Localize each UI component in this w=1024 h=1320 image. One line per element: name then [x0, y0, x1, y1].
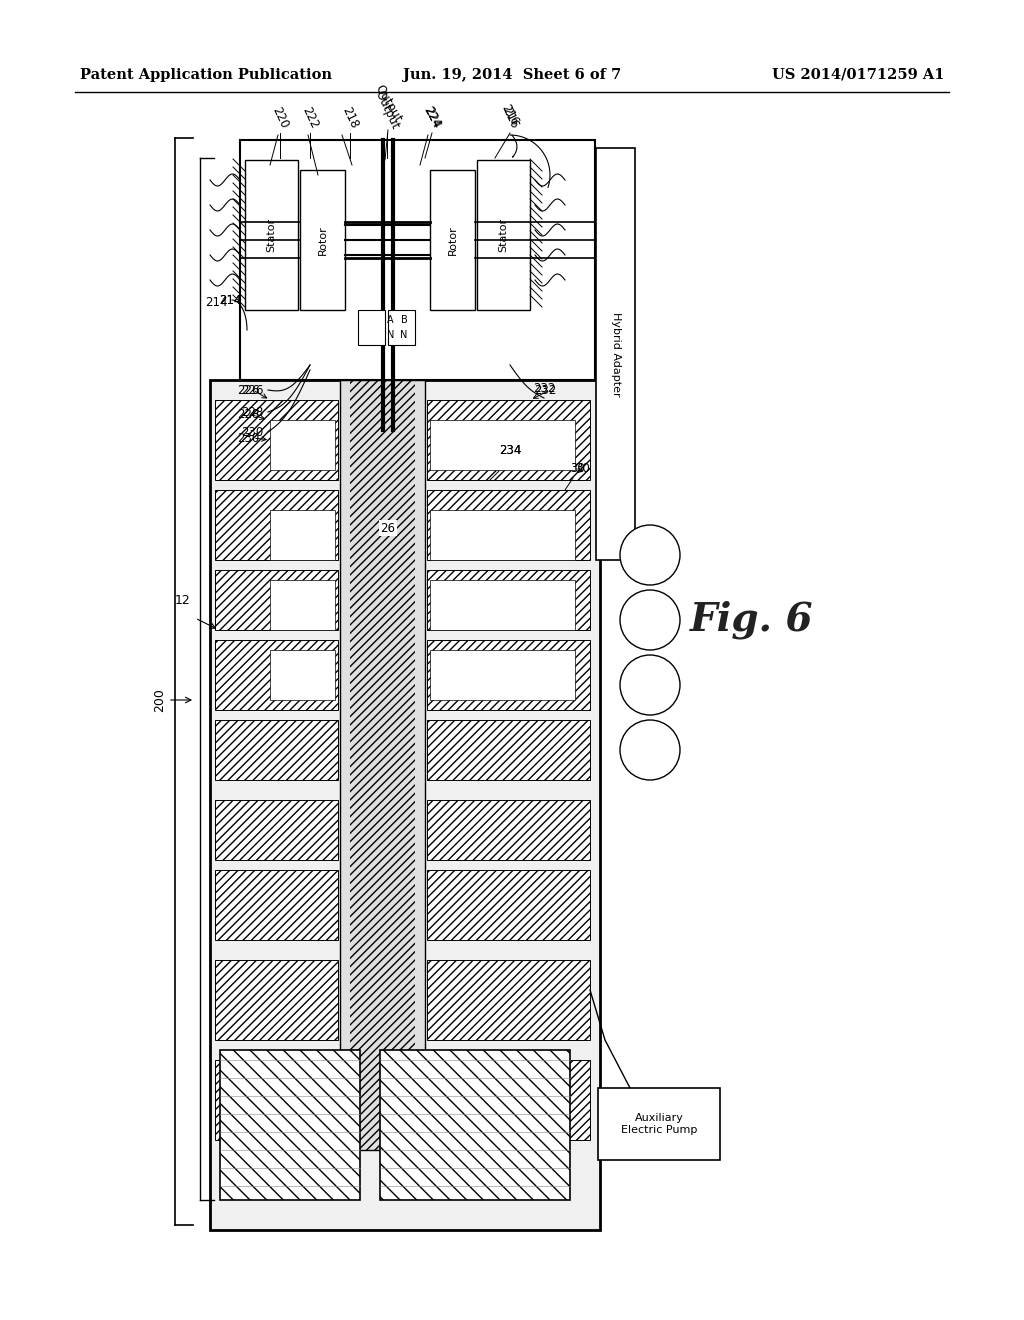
Bar — [477, 160, 530, 310]
Text: 226: 226 — [241, 384, 263, 396]
Bar — [427, 719, 590, 780]
Text: Stator: Stator — [499, 218, 509, 252]
Text: A: A — [387, 315, 394, 325]
Bar — [270, 420, 335, 470]
Bar — [300, 170, 345, 310]
Bar — [427, 1060, 590, 1140]
Bar — [240, 140, 595, 380]
Text: N: N — [387, 330, 394, 341]
Bar — [245, 160, 298, 310]
Bar — [430, 420, 575, 470]
Text: 216: 216 — [499, 102, 521, 128]
Bar — [430, 579, 575, 630]
Text: Auxiliary
Electric Pump: Auxiliary Electric Pump — [621, 1113, 697, 1135]
Bar — [270, 579, 335, 630]
Bar — [430, 170, 475, 310]
Text: N: N — [400, 330, 408, 341]
Bar — [427, 400, 590, 480]
FancyArrowPatch shape — [512, 135, 517, 157]
Bar — [380, 1049, 570, 1200]
Bar — [215, 490, 338, 560]
Text: 12: 12 — [174, 594, 190, 606]
Circle shape — [620, 590, 680, 649]
Text: 214: 214 — [219, 293, 242, 306]
Bar — [215, 719, 338, 780]
Text: B: B — [400, 315, 408, 325]
Text: 222: 222 — [299, 106, 321, 131]
Text: 30: 30 — [575, 462, 590, 474]
Bar — [598, 1088, 720, 1160]
Text: US 2014/0171259 A1: US 2014/0171259 A1 — [771, 69, 944, 82]
Bar — [427, 870, 590, 940]
Bar — [427, 570, 590, 630]
Text: 26: 26 — [383, 521, 397, 535]
Text: Output: Output — [373, 88, 401, 131]
Text: 224: 224 — [421, 106, 442, 131]
Bar — [215, 640, 338, 710]
Bar — [430, 510, 575, 560]
Bar — [210, 380, 600, 1230]
Bar — [220, 1049, 360, 1200]
Bar — [270, 649, 335, 700]
Bar — [215, 870, 338, 940]
Bar — [270, 510, 335, 560]
Bar — [215, 570, 338, 630]
Text: Output: Output — [372, 83, 403, 125]
Text: Stator: Stator — [266, 218, 276, 252]
Bar — [427, 490, 590, 560]
Text: 228: 228 — [237, 408, 259, 421]
Circle shape — [620, 719, 680, 780]
Bar — [427, 800, 590, 861]
Text: Hybrid Adapter: Hybrid Adapter — [611, 312, 621, 396]
Text: 234: 234 — [499, 444, 521, 457]
Text: 232: 232 — [532, 381, 555, 395]
Text: 216: 216 — [500, 106, 520, 131]
Text: 214: 214 — [219, 293, 242, 306]
Text: Fig. 6: Fig. 6 — [690, 601, 813, 639]
Bar — [596, 148, 635, 560]
Text: 224: 224 — [421, 104, 443, 129]
Text: Patent Application Publication: Patent Application Publication — [80, 69, 332, 82]
Bar — [358, 310, 385, 345]
Text: 232: 232 — [534, 384, 556, 396]
Text: Rotor: Rotor — [317, 226, 328, 255]
Bar — [215, 1060, 338, 1140]
Bar — [340, 380, 425, 1150]
Text: 220: 220 — [269, 106, 291, 131]
Circle shape — [620, 655, 680, 715]
Bar — [215, 960, 338, 1040]
Text: 30: 30 — [570, 462, 586, 474]
Text: 226: 226 — [237, 384, 259, 396]
Bar — [215, 800, 338, 861]
Text: 214: 214 — [206, 296, 228, 309]
Bar — [350, 380, 415, 1150]
Bar — [215, 400, 338, 480]
Text: 200: 200 — [154, 688, 167, 711]
Bar — [388, 310, 415, 345]
Text: 26: 26 — [381, 521, 395, 535]
Text: Rotor: Rotor — [447, 226, 458, 255]
Text: 218: 218 — [339, 106, 360, 131]
Text: 228: 228 — [241, 405, 263, 418]
Bar — [427, 640, 590, 710]
Text: 230: 230 — [241, 425, 263, 438]
Circle shape — [620, 525, 680, 585]
Bar — [427, 960, 590, 1040]
Text: Jun. 19, 2014  Sheet 6 of 7: Jun. 19, 2014 Sheet 6 of 7 — [402, 69, 622, 82]
Text: 230: 230 — [237, 432, 259, 445]
Text: 234: 234 — [499, 444, 521, 457]
Bar — [430, 649, 575, 700]
